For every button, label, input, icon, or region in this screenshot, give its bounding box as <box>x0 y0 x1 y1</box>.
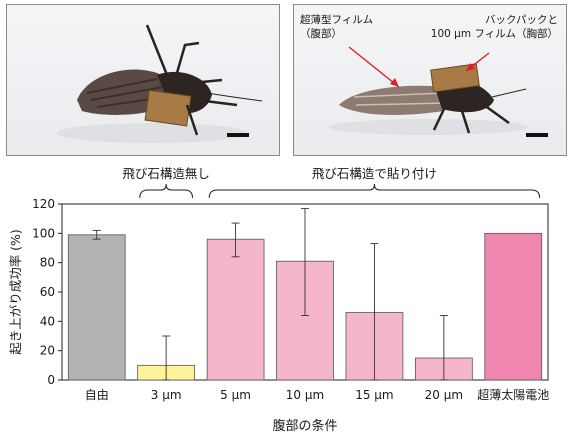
y-tick-label: 100 <box>32 226 55 240</box>
x-tick-label: 5 μm <box>220 388 251 402</box>
x-tick-label: 20 μm <box>425 388 463 402</box>
x-tick-label: 15 μm <box>355 388 393 402</box>
x-tick-label: 自由 <box>85 388 109 402</box>
bar <box>67 234 126 381</box>
scale-bar <box>227 133 249 137</box>
photo-free-insect <box>6 4 280 156</box>
callout-film: 超薄型フィルム （腹部） <box>300 13 373 41</box>
x-tick-label: 10 μm <box>286 388 324 402</box>
x-tick-label: 超薄太陽電池 <box>477 387 549 402</box>
y-axis-label: 起き上がり成功率 (%) <box>8 229 23 355</box>
bar <box>206 238 265 381</box>
group-bracket <box>208 183 541 199</box>
y-tick-label: 40 <box>40 314 55 328</box>
y-tick-label: 80 <box>40 256 55 270</box>
callout-pack-line1: バックパックと <box>485 14 558 26</box>
group-bracket-label: 飛び石構造無し <box>122 166 210 181</box>
y-tick-label: 0 <box>47 373 55 387</box>
group-bracket-label: 飛び石構造で貼り付け <box>312 166 437 181</box>
group-bracket <box>139 183 194 199</box>
x-tick-label: 3 μm <box>151 388 182 402</box>
insect-illustration-left <box>57 24 263 143</box>
bar-chart: 飛び石構造無し 飛び石構造で貼り付け 0 20 40 60 80 100 120 自由 3 μm… <box>8 166 549 434</box>
callout-backpack: バックパックと 100 μm フィルム（胸部） <box>431 13 558 41</box>
scale-bar <box>526 133 548 137</box>
photo-attached-insect: 超薄型フィルム （腹部） バックパックと 100 μm フィルム（胸部） <box>293 4 567 156</box>
insect-illustration-right <box>329 46 548 137</box>
arrow-film <box>348 46 400 88</box>
y-tick-label: 20 <box>40 344 55 358</box>
callout-film-line2: （腹部） <box>300 28 342 40</box>
x-axis-label: 腹部の条件 <box>272 418 337 434</box>
bar <box>484 232 543 381</box>
y-tick-label: 60 <box>40 285 55 299</box>
callout-film-line1: 超薄型フィルム <box>300 14 374 26</box>
y-tick-label: 120 <box>32 197 55 211</box>
callout-pack-line2: 100 μm フィルム（胸部） <box>430 28 558 40</box>
